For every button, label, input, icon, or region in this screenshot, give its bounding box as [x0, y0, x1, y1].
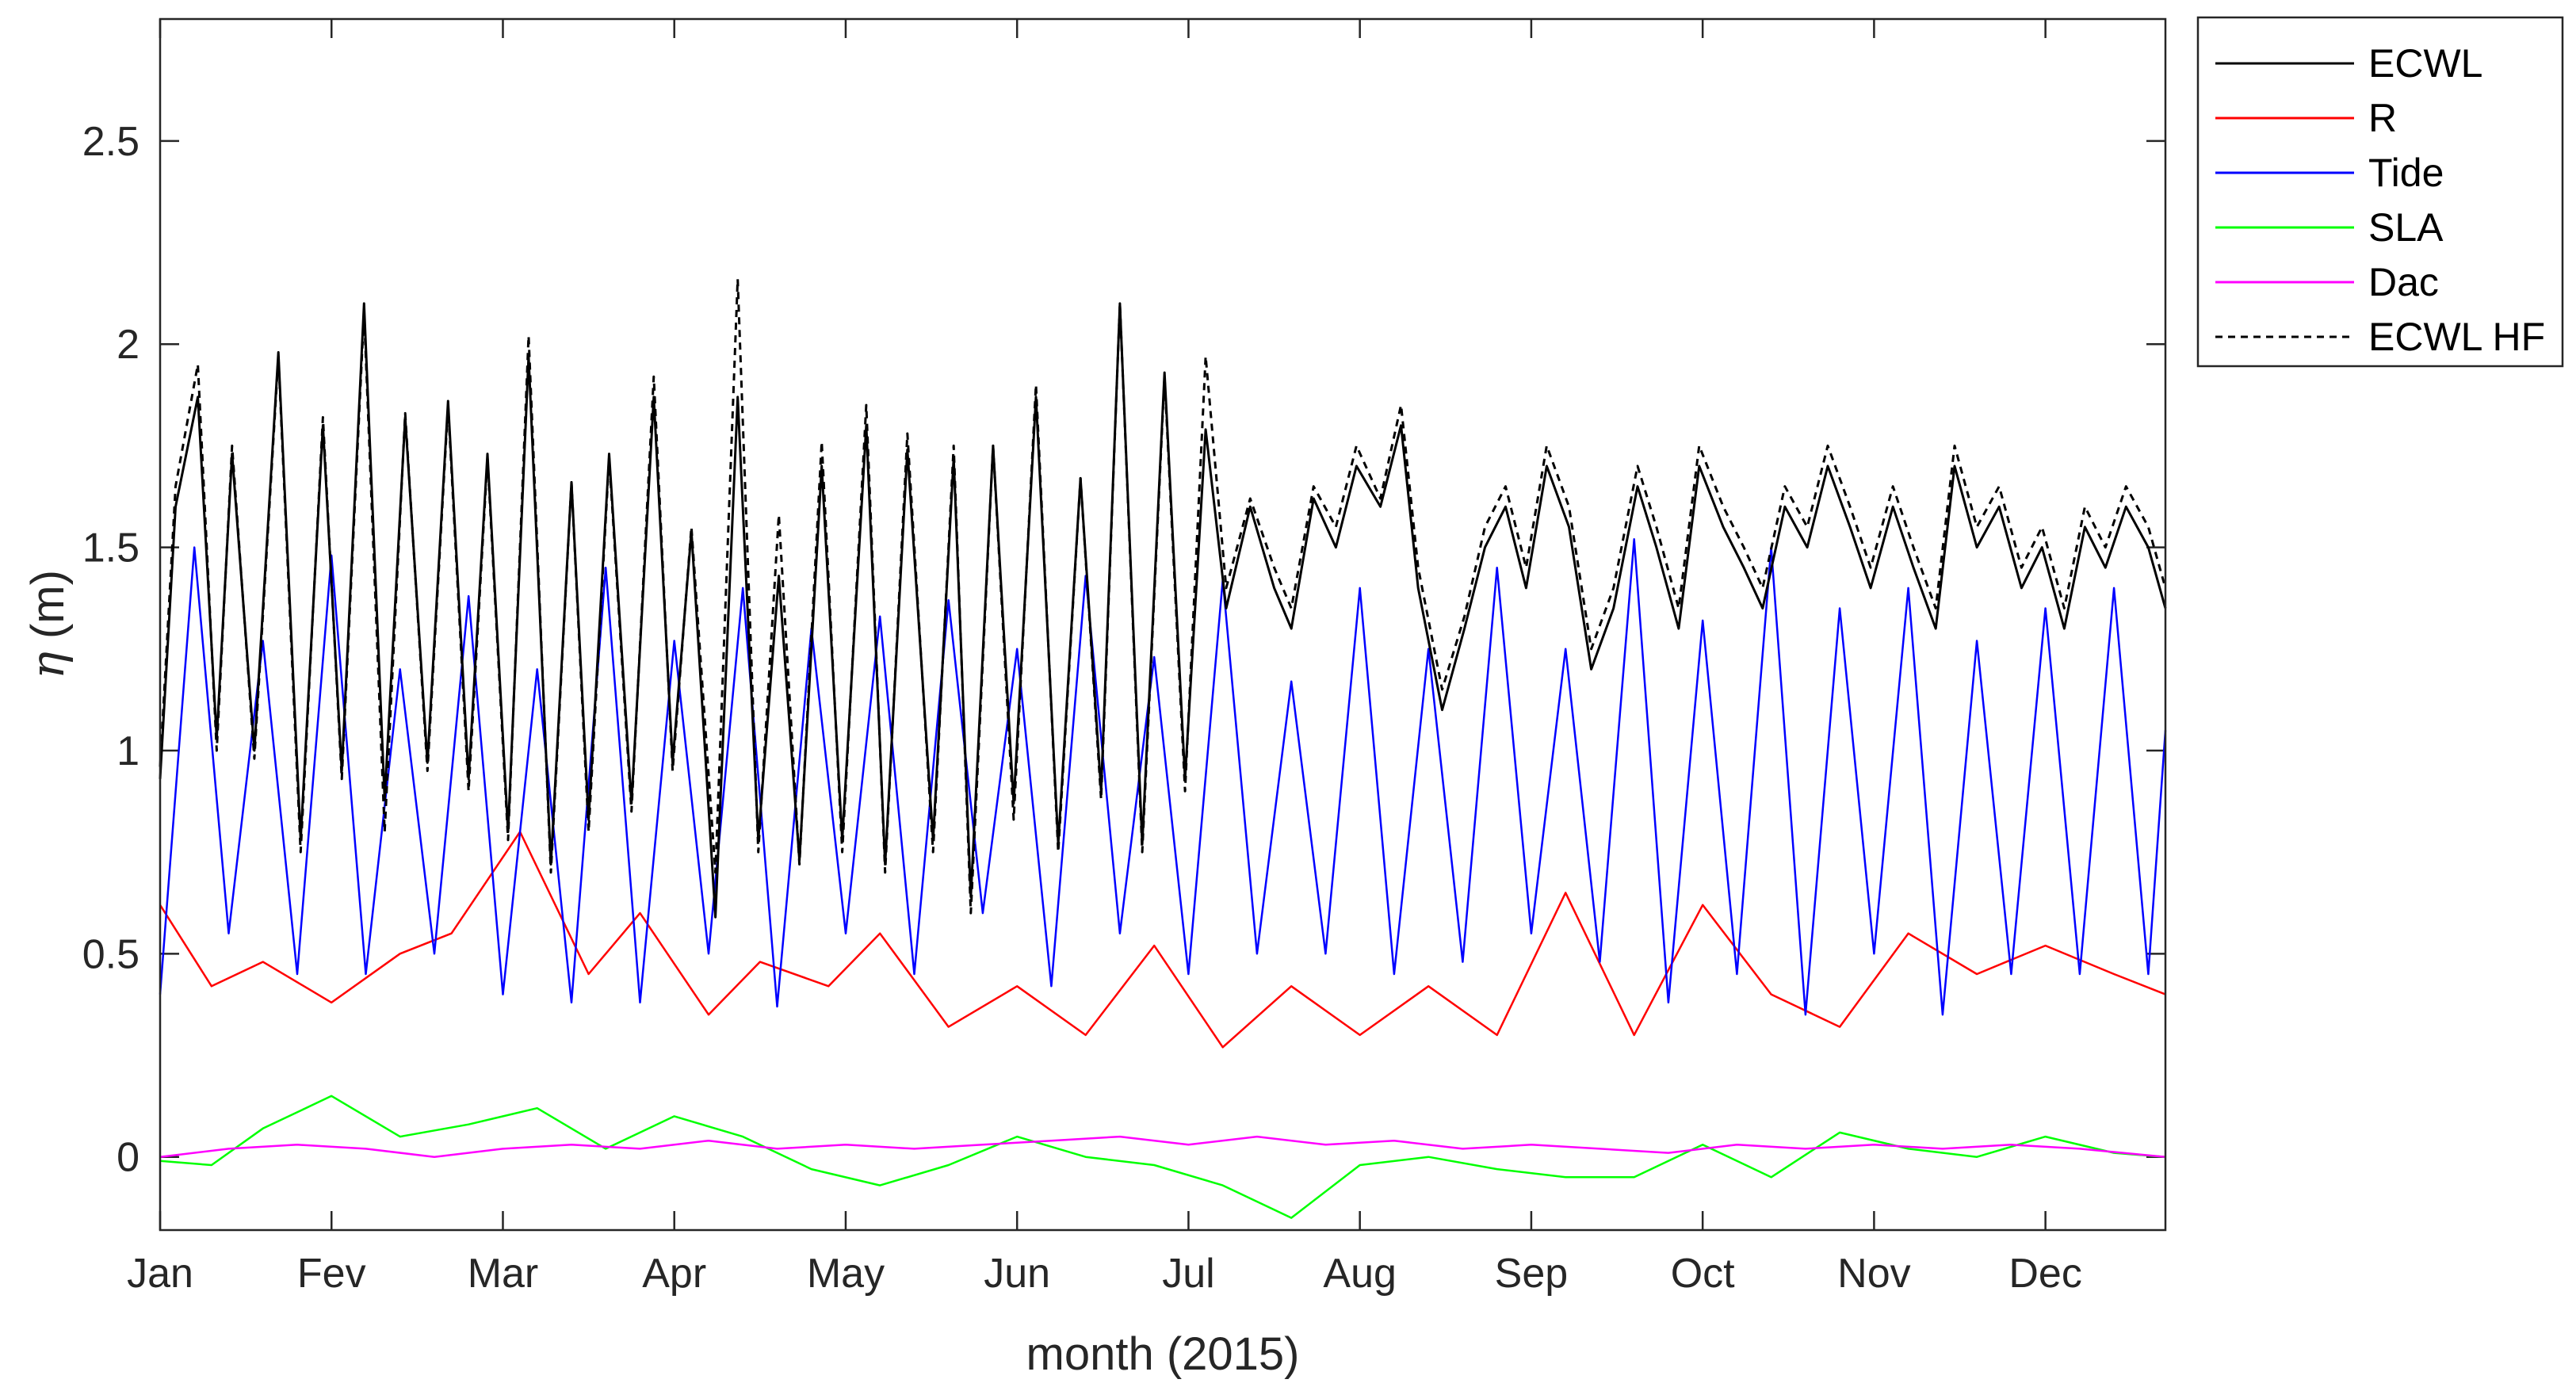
- axis-ticks: [159, 19, 2165, 1230]
- plot-frame: [159, 17, 2167, 1232]
- series-line-tide: [159, 538, 2167, 1016]
- y-tick-label: 2: [117, 322, 140, 368]
- plot-area: [160, 19, 2165, 1230]
- legend-label: ECWL: [2368, 41, 2482, 86]
- y-tick-label: 1: [117, 728, 140, 774]
- y-tick-label: 0.5: [82, 931, 140, 977]
- y-axis-symbol: η: [21, 651, 75, 679]
- y-tick-labels: 0 0.5 1 1.5 2 2.5: [82, 119, 140, 1181]
- x-tick-label: Jul: [1162, 1251, 1214, 1297]
- series-line-r: [159, 831, 2166, 1049]
- y-tick-label: 2.5: [82, 119, 140, 165]
- x-tick-label: Jan: [127, 1251, 193, 1297]
- series-layer: [159, 277, 2167, 1219]
- y-tick-label: 0: [117, 1135, 140, 1181]
- y-axis-unit: (m): [22, 570, 74, 639]
- x-tick-label: Aug: [1323, 1251, 1397, 1297]
- y-axis-label: η (m): [21, 570, 75, 679]
- x-tick-label: Jun: [984, 1251, 1050, 1297]
- legend-label: R: [2368, 96, 2397, 140]
- legend-box: [2196, 16, 2564, 368]
- x-tick-label: Mar: [468, 1251, 539, 1297]
- x-tick-labels: Jan Fev Mar Apr May Jun Jul Aug Sep Oct Nov Dec: [127, 1251, 2082, 1297]
- series-line-ecwl-hf: [159, 277, 2167, 915]
- y-tick-label: 1.5: [82, 525, 140, 571]
- x-tick-label: Oct: [1671, 1251, 1735, 1297]
- x-tick-label: Apr: [642, 1251, 706, 1297]
- series-line-dac: [159, 1135, 2166, 1158]
- x-tick-label: Nov: [1837, 1251, 1910, 1297]
- legend-label: ECWL HF: [2368, 315, 2545, 359]
- legend-label: Tide: [2368, 151, 2444, 195]
- x-tick-label: Dec: [2008, 1251, 2081, 1297]
- x-axis-label: month (2015): [1026, 1328, 1300, 1380]
- x-tick-label: Fev: [297, 1251, 366, 1297]
- x-tick-label: May: [807, 1251, 885, 1297]
- legend-label: Dac: [2368, 260, 2439, 304]
- x-tick-label: Sep: [1495, 1251, 1569, 1297]
- legend-label: SLA: [2368, 205, 2444, 250]
- series-line-sla: [159, 1095, 2166, 1219]
- legend: ECWL R Tide SLA Dac ECWL HF: [2196, 16, 2564, 368]
